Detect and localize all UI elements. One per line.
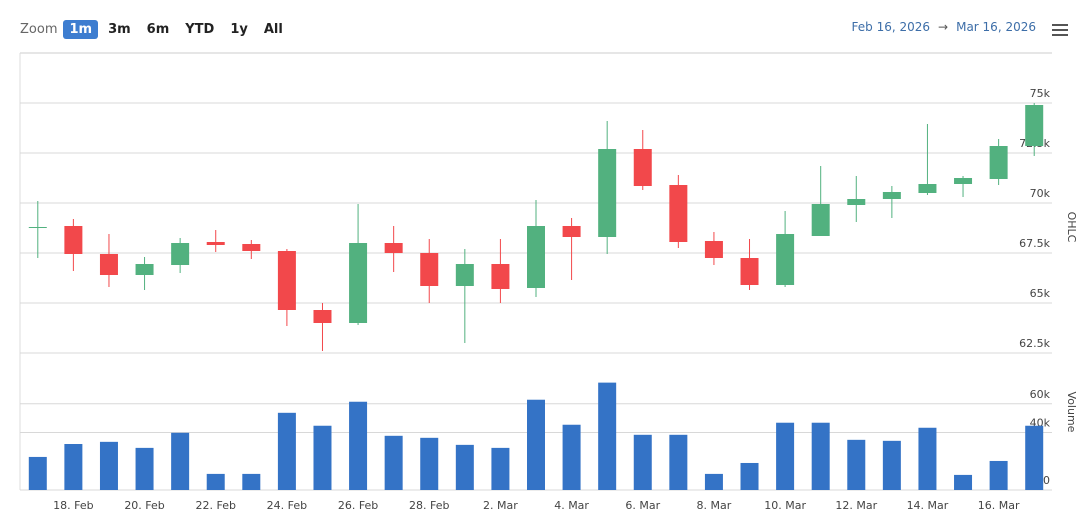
candle-body	[918, 184, 937, 193]
range-separator: →	[938, 20, 949, 34]
volume-bar	[420, 437, 439, 490]
y-tick-label: 67.5k	[1019, 237, 1050, 250]
candle-body	[811, 204, 830, 236]
volume-bar	[989, 460, 1008, 490]
candle-body	[598, 149, 617, 237]
y-tick-label: 75k	[1030, 87, 1051, 100]
candle-body	[527, 226, 545, 288]
volume-bar	[64, 444, 83, 490]
volume-bar	[562, 424, 581, 490]
volume-bar	[491, 447, 510, 490]
volume-bar	[669, 434, 688, 490]
candle-body	[882, 192, 901, 199]
candle-body	[740, 258, 759, 285]
candle-body	[171, 243, 190, 265]
x-tick-label: 20. Feb	[124, 499, 164, 512]
range-to[interactable]: Mar 16, 2026	[956, 20, 1036, 34]
volume-bar	[135, 447, 154, 490]
x-tick-label: 26. Feb	[338, 499, 378, 512]
candle-body	[633, 149, 652, 186]
volume-bar	[954, 474, 973, 490]
candle-body	[28, 227, 47, 228]
candle-body	[954, 178, 973, 184]
volume-bar	[633, 434, 652, 490]
volume-bar	[527, 399, 545, 490]
zoom-button[interactable]: 1m	[63, 19, 99, 39]
x-tick-label: 6. Mar	[625, 499, 660, 512]
zoom-button[interactable]: All	[263, 21, 283, 37]
candle-body	[313, 310, 332, 323]
candle-body	[420, 253, 439, 286]
candle-body	[669, 185, 688, 242]
zoom-toolbar: Zoom 1m 3m 6m YTD 1y All	[20, 18, 293, 40]
x-tick-label: 4. Mar	[554, 499, 589, 512]
volume-bar	[171, 432, 190, 490]
volume-bar	[28, 456, 47, 490]
volume-bar	[1025, 425, 1044, 490]
y-tick-label: 72.5k	[1019, 137, 1050, 150]
volume-bar	[776, 422, 795, 490]
date-range: Feb 16, 2026 → Mar 16, 2026	[852, 20, 1036, 34]
candle-body	[242, 244, 261, 251]
candle-body	[491, 264, 510, 289]
volume-bar	[598, 382, 617, 490]
y-tick-label: 65k	[1030, 287, 1051, 300]
volume-bar	[847, 439, 866, 490]
candle-body	[349, 243, 368, 323]
volume-bar	[882, 440, 901, 490]
x-tick-label: 24. Feb	[267, 499, 307, 512]
y-axis-title: OHLC	[1065, 212, 1078, 243]
range-from[interactable]: Feb 16, 2026	[851, 20, 931, 34]
menu-button[interactable]	[1052, 24, 1068, 39]
candle-body	[847, 199, 866, 205]
y-tick-label: 70k	[1030, 187, 1051, 200]
candle-body	[206, 242, 225, 245]
volume-bar	[455, 444, 474, 490]
volume-bar	[811, 422, 830, 490]
x-tick-label: 18. Feb	[53, 499, 93, 512]
x-tick-label: 22. Feb	[195, 499, 235, 512]
volume-bar	[384, 435, 403, 490]
candle-body	[562, 226, 581, 237]
candle-body	[135, 264, 154, 275]
volume-bar	[918, 427, 937, 490]
x-tick-label: 8. Mar	[697, 499, 732, 512]
zoom-button[interactable]: YTD	[185, 21, 215, 37]
x-tick-label: 14. Mar	[907, 499, 949, 512]
candle-body	[704, 241, 723, 258]
volume-bar	[704, 473, 723, 490]
x-tick-label: 10. Mar	[764, 499, 806, 512]
volume-bar	[313, 425, 332, 490]
x-tick-label: 12. Mar	[835, 499, 877, 512]
x-tick-label: 28. Feb	[409, 499, 449, 512]
zoom-button[interactable]: 3m	[108, 21, 131, 37]
candle-body	[384, 243, 403, 253]
x-tick-label: 2. Mar	[483, 499, 518, 512]
candle-body	[776, 234, 795, 285]
volume-bar	[99, 441, 118, 490]
volume-bar	[242, 473, 261, 490]
candle-body	[277, 251, 296, 310]
zoom-button[interactable]: 6m	[146, 21, 170, 37]
x-tick-label: 16. Mar	[978, 499, 1020, 512]
zoom-label: Zoom	[20, 21, 58, 37]
y-tick-label: 62.5k	[1019, 337, 1050, 350]
candle-body	[1025, 105, 1044, 146]
volume-bar	[206, 473, 225, 490]
volume-bar	[349, 401, 368, 490]
volume-bar	[277, 412, 296, 490]
volume-bar	[740, 462, 759, 490]
y-tick-label: 60k	[1030, 388, 1051, 401]
candle-body	[989, 146, 1008, 179]
y-tick-label: 40k	[1030, 417, 1051, 430]
candle-body	[64, 226, 83, 254]
volume-axis-title: Volume	[1065, 392, 1078, 433]
zoom-button[interactable]: 1y	[230, 21, 248, 37]
candle-body	[99, 254, 118, 275]
y-tick-label: 0	[1043, 474, 1050, 487]
candle-body	[455, 264, 474, 286]
